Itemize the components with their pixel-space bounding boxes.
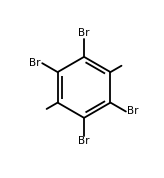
Text: Br: Br bbox=[127, 106, 139, 116]
Text: Br: Br bbox=[30, 58, 41, 68]
Text: Br: Br bbox=[78, 28, 90, 38]
Text: Br: Br bbox=[78, 136, 90, 146]
